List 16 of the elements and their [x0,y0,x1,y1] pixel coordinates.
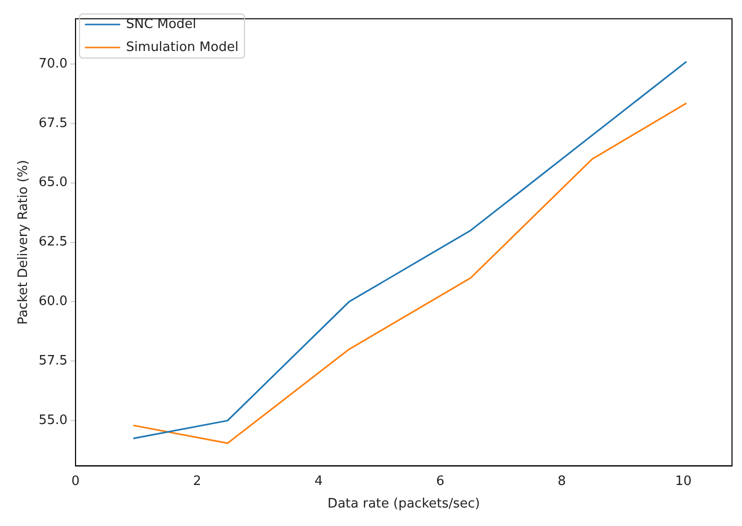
x-axis-title: Data rate (packets/sec) [328,496,480,512]
x-tick-label: 6 [436,474,444,489]
x-tick-label: 10 [675,474,692,489]
legend-label: Simulation Model [126,40,238,55]
y-tick-label: 60.0 [38,294,68,310]
y-tick-label: 62.5 [38,234,68,250]
x-tick-label: 8 [558,474,566,489]
y-axis-title: Packet Delivery Ratio (%) [16,160,32,325]
y-tick-label: 70.0 [38,56,68,72]
y-tick-label: 55.0 [38,413,68,428]
y-tick-label: 65.0 [38,175,68,190]
x-tick-label: 2 [192,474,202,489]
y-tick-label: 67.5 [38,116,68,131]
x-tick-label: 0 [71,474,80,489]
y-tick-label: 57.5 [38,354,68,369]
x-tick-label: 4 [314,474,323,489]
